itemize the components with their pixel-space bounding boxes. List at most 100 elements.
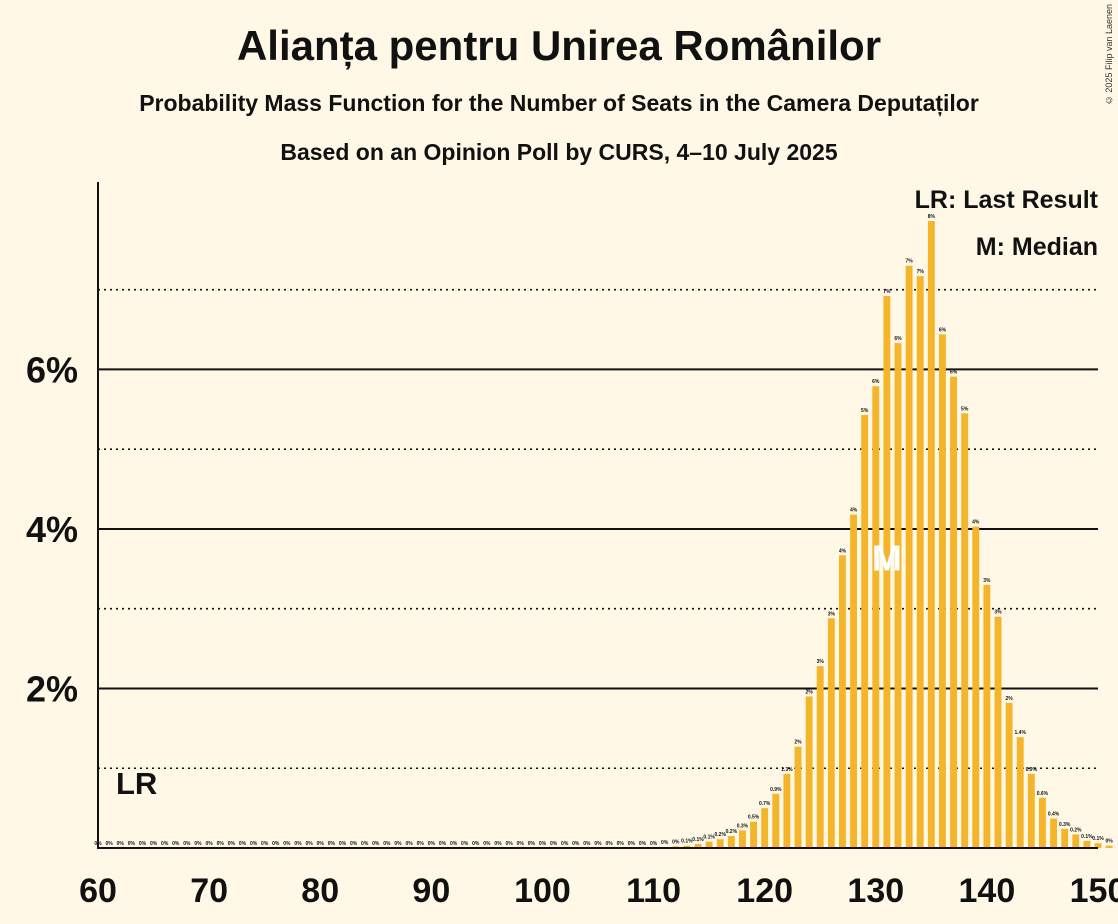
bar-value-label: 0.1% bbox=[681, 839, 693, 845]
bar-value-label: 0% bbox=[183, 841, 191, 847]
bar-value-label: 0.6% bbox=[1037, 791, 1049, 797]
bar-value-label: 0% bbox=[261, 841, 269, 847]
bar-value-label: 1.3% bbox=[781, 767, 793, 773]
bar bbox=[739, 830, 746, 848]
bar-value-label: 4% bbox=[839, 548, 847, 554]
bar-value-label: 0% bbox=[305, 841, 313, 847]
bar-value-label: 0% bbox=[361, 841, 369, 847]
bar-value-label: 0% bbox=[283, 841, 291, 847]
bar bbox=[972, 526, 980, 848]
chart-subtitle-2: Based on an Opinion Poll by CURS, 4–10 J… bbox=[280, 139, 838, 165]
bar-value-label: 0% bbox=[472, 841, 480, 847]
bar-value-label: 0% bbox=[594, 841, 602, 847]
bar-value-label: 0% bbox=[517, 841, 525, 847]
bar-value-label: 5% bbox=[961, 406, 969, 412]
bar-value-label: 0.2% bbox=[1070, 827, 1082, 833]
bar bbox=[1039, 797, 1046, 848]
bar bbox=[727, 836, 735, 848]
bar bbox=[905, 265, 913, 848]
bar-value-label: 0% bbox=[405, 841, 413, 847]
bar-value-label: 0% bbox=[461, 841, 469, 847]
bar-value-label: 0% bbox=[428, 841, 436, 847]
bar-value-label: 0% bbox=[161, 841, 169, 847]
x-tick-label: 140 bbox=[959, 872, 1016, 910]
x-tick-label: 80 bbox=[301, 872, 339, 910]
bar-value-label: 0% bbox=[561, 841, 569, 847]
bar-value-label: 0% bbox=[128, 841, 136, 847]
bar-value-label: 0% bbox=[550, 841, 558, 847]
bar bbox=[750, 821, 757, 848]
bar-value-label: 0% bbox=[372, 841, 380, 847]
bar bbox=[683, 845, 691, 848]
bar bbox=[861, 414, 869, 848]
bar bbox=[1083, 840, 1091, 848]
median-marker: M bbox=[872, 537, 902, 578]
bar-value-label: 0% bbox=[228, 841, 236, 847]
x-tick-label: 90 bbox=[412, 872, 450, 910]
bar-value-label: 0% bbox=[217, 841, 225, 847]
bar-value-label: 0% bbox=[150, 841, 158, 847]
bar bbox=[772, 793, 780, 848]
bar-value-label: 0% bbox=[450, 841, 458, 847]
bar-value-label: 0.9% bbox=[770, 787, 782, 793]
bar-value-label: 5% bbox=[861, 408, 869, 414]
x-tick-label: 70 bbox=[190, 872, 228, 910]
bar-value-label: 0% bbox=[105, 841, 113, 847]
chart-subtitle-1: Probability Mass Function for the Number… bbox=[139, 90, 979, 116]
bar-value-label: 0.1% bbox=[703, 835, 715, 841]
bar-value-label: 0.2% bbox=[726, 829, 738, 835]
bar-value-label: 0% bbox=[628, 841, 636, 847]
bar-value-label: 2% bbox=[794, 740, 802, 746]
bar bbox=[705, 841, 713, 848]
bar-value-label: 0% bbox=[139, 841, 147, 847]
bar-value-label: 0% bbox=[250, 841, 258, 847]
bar bbox=[950, 376, 957, 848]
bar-value-label: 4% bbox=[850, 508, 858, 514]
bar-value-label: 0.3% bbox=[737, 823, 749, 829]
bar bbox=[1094, 843, 1102, 848]
bar-value-label: 7% bbox=[905, 259, 913, 265]
bar bbox=[850, 514, 857, 848]
bar-value-label: 0% bbox=[672, 839, 680, 845]
bar-value-label: 0% bbox=[172, 841, 180, 847]
bar bbox=[827, 618, 835, 848]
bar-value-label: 0% bbox=[483, 841, 491, 847]
bar bbox=[894, 343, 902, 848]
bar-value-label: 1.4% bbox=[1015, 730, 1027, 736]
y-tick-label: 6% bbox=[26, 349, 78, 390]
bar bbox=[805, 696, 813, 848]
bar bbox=[1016, 737, 1024, 848]
bar-value-label: 3% bbox=[994, 610, 1002, 616]
bar bbox=[816, 666, 824, 848]
bar-value-label: 0% bbox=[294, 841, 302, 847]
bar bbox=[761, 808, 769, 848]
bar bbox=[983, 584, 991, 848]
legend-last-result: LR: Last Result bbox=[914, 186, 1098, 214]
bar-value-label: 3% bbox=[817, 659, 825, 665]
bar bbox=[1005, 702, 1013, 848]
bar-value-label: 0% bbox=[583, 841, 591, 847]
bar-value-label: 4% bbox=[972, 520, 980, 526]
bar-value-label: 0.7% bbox=[759, 801, 771, 807]
bar-value-label: 6% bbox=[872, 379, 880, 385]
bar-value-label: 0% bbox=[117, 841, 125, 847]
bar-value-label: 0.1% bbox=[1092, 836, 1104, 842]
x-tick-label: 100 bbox=[514, 872, 571, 910]
bar-value-label: 0% bbox=[650, 841, 658, 847]
bar-value-label: 0% bbox=[439, 841, 447, 847]
bar-value-label: 0% bbox=[383, 841, 391, 847]
bar-value-label: 0% bbox=[328, 841, 336, 847]
x-tick-label: 110 bbox=[626, 872, 681, 910]
bar bbox=[916, 276, 924, 848]
bar bbox=[1027, 773, 1035, 848]
bar-value-label: 3% bbox=[983, 578, 991, 584]
bar-value-label: 0% bbox=[1105, 839, 1113, 845]
chart-title: Alianța pentru Unirea Românilor bbox=[236, 22, 882, 69]
bar-value-label: 0.3% bbox=[1059, 822, 1071, 828]
bar-value-label: 6% bbox=[939, 327, 947, 333]
bar-value-label: 0% bbox=[617, 841, 625, 847]
bar-value-label: 6% bbox=[894, 336, 902, 342]
bar-value-label: 0.1% bbox=[1081, 834, 1093, 840]
bar-value-label: 0% bbox=[605, 841, 613, 847]
